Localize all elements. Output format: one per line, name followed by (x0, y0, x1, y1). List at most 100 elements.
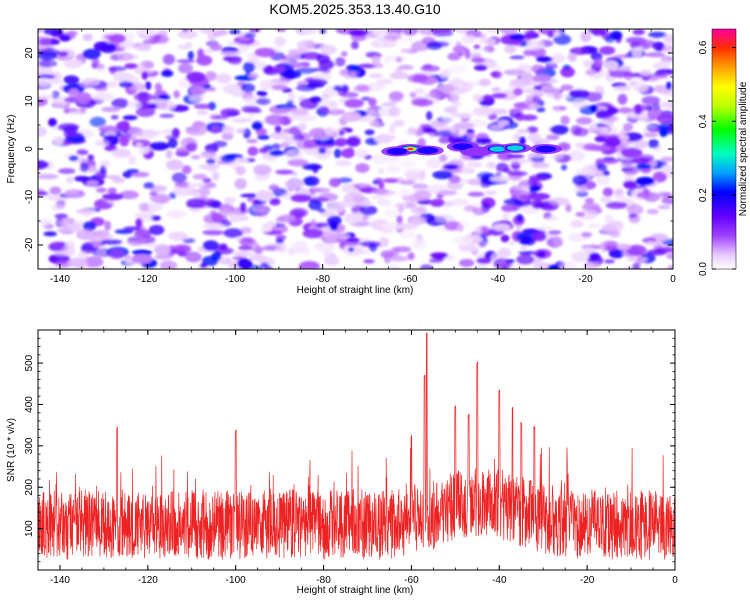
heatmap-cell (376, 78, 393, 85)
heatmap-cell (79, 163, 90, 173)
heatmap-cell (377, 167, 385, 175)
heatmap-cell (600, 196, 613, 204)
heatmap-cell (458, 112, 473, 119)
heatmap-cell (47, 265, 59, 269)
heatmap-cell (248, 113, 255, 118)
heatmap-cell (382, 158, 400, 165)
heatmap-cell (407, 127, 418, 135)
heatmap-cell (572, 174, 588, 186)
colorbar-label: Normalized spectral amplitude (738, 81, 749, 216)
heatmap-cell (251, 121, 263, 131)
heatmap-cell (280, 142, 290, 148)
heatmap-cell (532, 74, 551, 83)
heatmap-cell (292, 134, 305, 141)
heatmap-cell (222, 83, 241, 95)
heatmap-cell (447, 52, 462, 61)
heatmap-cell (507, 170, 528, 177)
heatmap-cell (117, 52, 134, 62)
heatmap-cell (127, 128, 145, 136)
heatmap-x-axis: -140 -120 -100 -80 -60 -40 -20 0 (37, 29, 676, 285)
heatmap-cell (470, 48, 490, 53)
heatmap-cell (459, 258, 475, 268)
heatmap-cell (371, 188, 389, 195)
heatmap-cell (382, 39, 397, 48)
heatmap-cell (207, 102, 216, 111)
colorbar-tick-label: 0.4 (698, 114, 709, 128)
heatmap-cell (269, 198, 281, 206)
heatmap-cell (187, 50, 194, 61)
heatmap-cell (587, 223, 602, 228)
heatmap-cell (297, 122, 307, 131)
heatmap-cell (576, 117, 593, 125)
heatmap-cell (593, 58, 604, 68)
heatmap-cell (536, 56, 553, 63)
heatmap-cell (95, 139, 111, 147)
heatmap-cell (326, 109, 346, 116)
heatmap-cell (657, 204, 671, 210)
heatmap-cell (186, 71, 206, 83)
heatmap-cell (656, 114, 673, 124)
heatmap-cell (75, 208, 97, 215)
heatmap-cell (448, 175, 461, 184)
heatmap-cell (531, 199, 544, 210)
heatmap-cell (502, 213, 510, 220)
heatmap-cell (235, 237, 242, 242)
heatmap-cell (602, 187, 614, 197)
heatmap-cell (472, 106, 494, 117)
heatmap-cell (475, 137, 492, 144)
heatmap-cell (63, 107, 70, 114)
heatmap-cell (473, 64, 488, 71)
colorbar-ticks: 0.0 0.2 0.4 0.6 (698, 40, 736, 276)
heatmap-cell (258, 147, 269, 154)
heatmap-cell (450, 198, 469, 206)
heatmap-cell (312, 163, 319, 174)
heatmap-hotspot-layer (381, 141, 562, 157)
heatmap-cell (73, 175, 91, 182)
heatmap-cell (348, 247, 355, 252)
heatmap-hotspot (506, 145, 524, 151)
heatmap-cell (623, 170, 638, 176)
heatmap-cell (424, 92, 444, 99)
heatmap-cell (59, 34, 71, 42)
heatmap-cell (630, 41, 640, 49)
heatmap-cell (594, 135, 608, 143)
heatmap-cell (295, 114, 318, 122)
snr-frame (37, 329, 676, 571)
heatmap-cell (285, 111, 295, 117)
heatmap-cell (165, 149, 173, 159)
heatmap-cell (240, 193, 261, 198)
heatmap-cell (512, 185, 535, 191)
heatmap-cell (626, 244, 647, 256)
heatmap-cell (104, 145, 118, 152)
heatmap-cell (456, 224, 464, 233)
heatmap-cell (368, 97, 377, 107)
heatmap-noise-layer (38, 29, 673, 269)
heatmap-cell (221, 132, 234, 141)
heatmap-cell (113, 72, 134, 83)
heatmap-cell (232, 250, 253, 257)
heatmap-cell (515, 225, 523, 230)
heatmap-cell (66, 176, 74, 184)
heatmap-cell (322, 106, 329, 112)
heatmap-cell (584, 197, 595, 204)
heatmap-cell (547, 264, 560, 269)
heatmap-cell (532, 91, 544, 98)
heatmap-cell (521, 236, 536, 246)
heatmap-cell (441, 114, 457, 122)
heatmap-cell (367, 82, 385, 91)
heatmap-cell (371, 194, 386, 200)
heatmap-cell (389, 91, 404, 101)
heatmap-cell (501, 205, 514, 213)
heatmap-cell (389, 122, 396, 134)
heatmap-cell (269, 132, 288, 140)
heatmap-cell (646, 209, 659, 215)
heatmap-cell (177, 29, 198, 39)
heatmap-cell (106, 81, 118, 88)
heatmap-cell (575, 212, 585, 217)
heatmap-cell (419, 169, 426, 180)
heatmap-cell (231, 117, 252, 123)
heatmap-cell (378, 237, 390, 248)
heatmap-cell (344, 98, 364, 108)
heatmap-cell (102, 193, 124, 201)
heatmap-cell (665, 81, 672, 90)
